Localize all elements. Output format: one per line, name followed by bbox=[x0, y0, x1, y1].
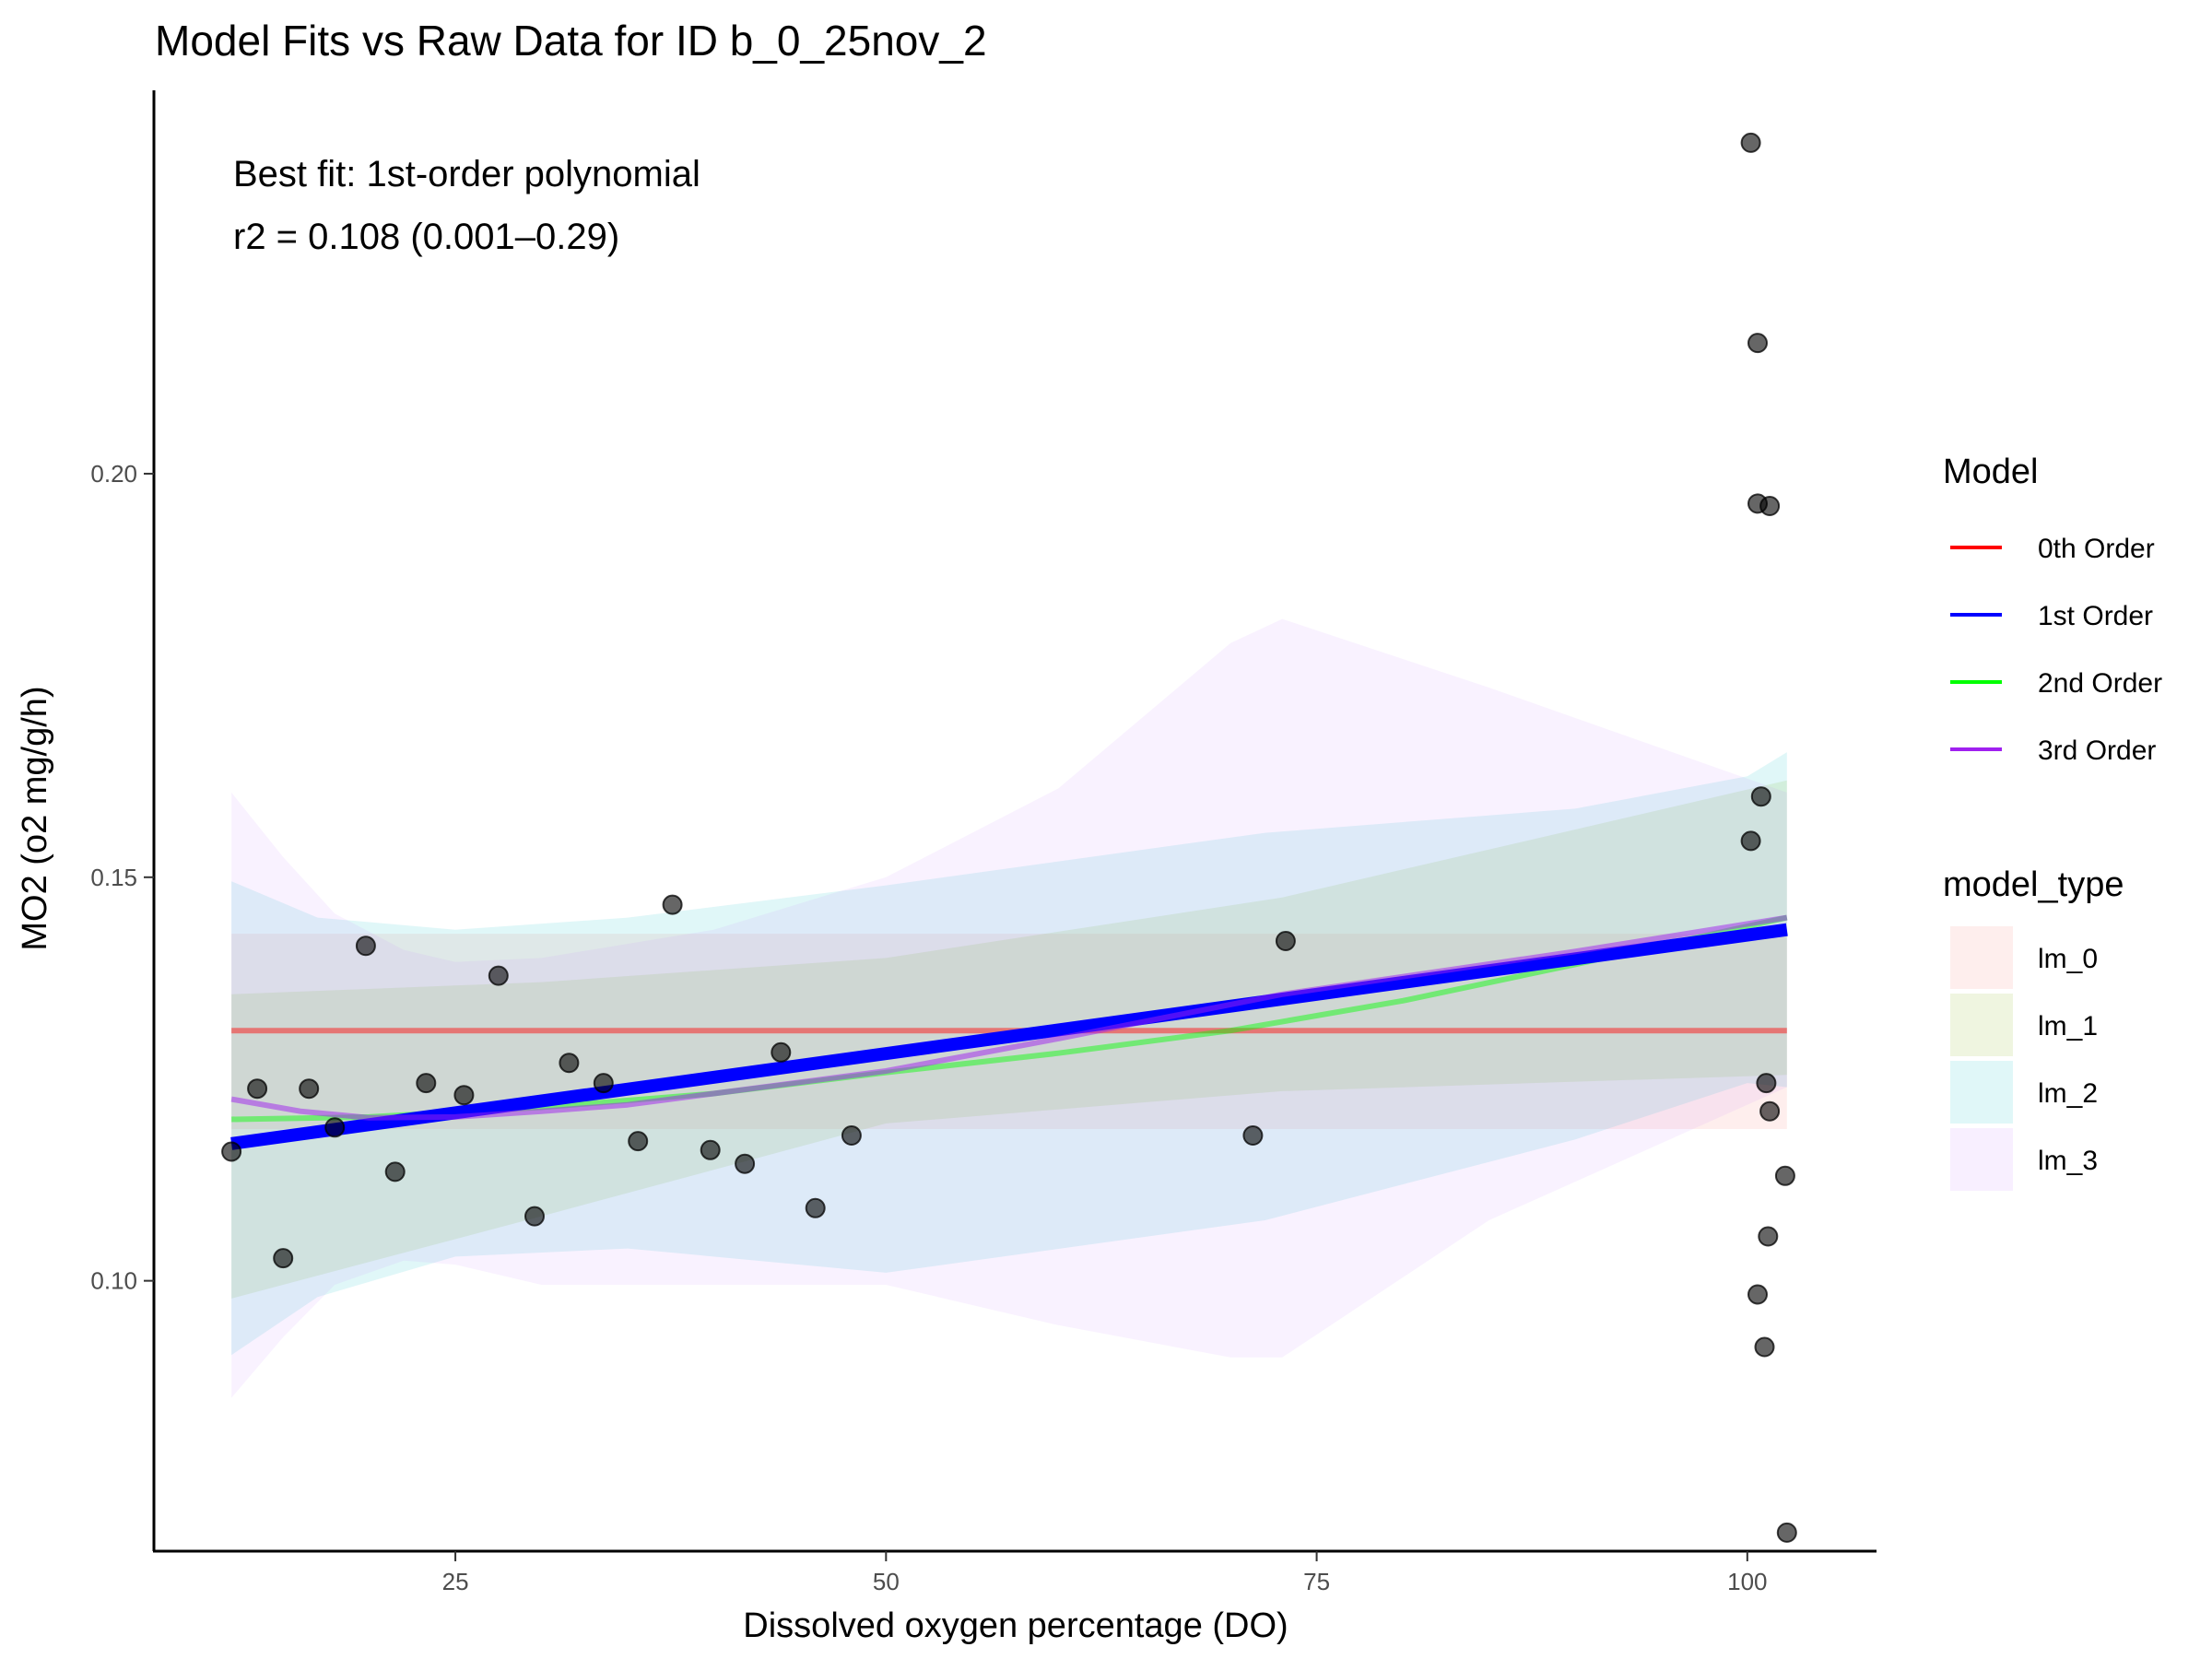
data-point bbox=[771, 1041, 792, 1063]
legend-model-type-title: model_type bbox=[1943, 865, 2124, 904]
data-point bbox=[247, 1078, 268, 1100]
y-tick-label: 0.20 bbox=[90, 460, 137, 488]
data-point bbox=[1758, 1226, 1779, 1247]
legend-model: Model 0th Order 1st Order 2nd Order 3rd Ord… bbox=[1943, 453, 2162, 766]
data-point bbox=[805, 1197, 826, 1218]
chart-title: Model Fits vs Raw Data for ID b_0_25nov_… bbox=[155, 17, 987, 65]
data-point bbox=[1242, 1125, 1264, 1146]
model-fit-lines bbox=[230, 914, 1788, 1150]
ribbon-lm-2 bbox=[231, 752, 1787, 1356]
legend-model-type-key bbox=[1950, 994, 2013, 1056]
legend-model-label: 0th Order bbox=[2038, 534, 2155, 564]
legend-model-type-key bbox=[1950, 1061, 2013, 1124]
x-ticks: 25 50 75 100 bbox=[442, 1551, 1768, 1595]
data-points bbox=[221, 132, 1797, 1543]
data-point bbox=[1756, 1073, 1777, 1094]
data-point bbox=[593, 1073, 614, 1094]
data-point bbox=[1759, 1100, 1781, 1122]
x-tick-label: 25 bbox=[442, 1568, 469, 1595]
data-point bbox=[1747, 333, 1768, 354]
data-point bbox=[324, 1117, 346, 1138]
legend-model-label: 2nd Order bbox=[2038, 668, 2162, 699]
data-point bbox=[628, 1131, 649, 1152]
y-ticks: 0.10 0.15 0.20 bbox=[90, 460, 154, 1295]
annotation-best-fit: Best fit: 1st-order polynomial bbox=[233, 154, 700, 194]
data-point bbox=[488, 965, 509, 986]
x-tick-label: 75 bbox=[1303, 1568, 1330, 1595]
fit-line-1st-order bbox=[230, 923, 1788, 1150]
annotation-r2: r2 = 0.108 (0.001–0.29) bbox=[233, 217, 619, 257]
legend-model-label: 1st Order bbox=[2038, 601, 2153, 631]
data-point bbox=[1759, 496, 1781, 516]
y-axis-title: MO2 (o2 mg/g/h) bbox=[16, 686, 54, 950]
legend-model-type: model_type lm_0 lm_1 lm_2 lm_3 bbox=[1943, 865, 2124, 1191]
data-point bbox=[559, 1053, 580, 1074]
confidence-ribbons bbox=[231, 618, 1787, 1398]
data-point bbox=[453, 1085, 475, 1106]
axes bbox=[152, 90, 1877, 1553]
data-point bbox=[221, 1141, 242, 1162]
data-point bbox=[735, 1153, 756, 1174]
data-point bbox=[1750, 786, 1771, 807]
data-point bbox=[700, 1139, 721, 1160]
data-point bbox=[355, 935, 376, 957]
legend-model-type-label: lm_3 bbox=[2038, 1146, 2098, 1176]
legend-model-type-label: lm_1 bbox=[2038, 1011, 2098, 1041]
data-point bbox=[273, 1248, 294, 1269]
fit-line-3rd-order bbox=[230, 914, 1788, 1121]
legend-model-type-key bbox=[1950, 926, 2013, 989]
data-point bbox=[416, 1073, 437, 1094]
data-point bbox=[1747, 1284, 1768, 1305]
ribbon-lm-3 bbox=[231, 618, 1787, 1398]
data-point bbox=[1776, 1522, 1797, 1543]
legend-model-type-label: lm_2 bbox=[2038, 1078, 2098, 1109]
y-tick-label: 0.10 bbox=[90, 1267, 137, 1295]
data-point bbox=[1740, 830, 1761, 852]
data-point bbox=[299, 1078, 320, 1100]
y-tick-label: 0.15 bbox=[90, 864, 137, 891]
data-point bbox=[1740, 132, 1761, 153]
legend-model-type-label: lm_0 bbox=[2038, 944, 2098, 974]
data-point bbox=[1275, 931, 1296, 951]
legend-model-type-key bbox=[1950, 1128, 2013, 1191]
legend-model-title: Model bbox=[1943, 453, 2039, 491]
data-point bbox=[841, 1125, 862, 1146]
data-point bbox=[1754, 1336, 1775, 1358]
x-tick-label: 100 bbox=[1727, 1568, 1767, 1595]
data-point bbox=[662, 894, 683, 915]
data-point bbox=[524, 1206, 545, 1227]
data-point bbox=[384, 1161, 406, 1182]
x-axis-title: Dissolved oxygen percentage (DO) bbox=[743, 1606, 1288, 1645]
x-tick-label: 50 bbox=[873, 1568, 900, 1595]
legend-model-label: 3rd Order bbox=[2038, 735, 2156, 766]
data-point bbox=[1774, 1165, 1795, 1186]
